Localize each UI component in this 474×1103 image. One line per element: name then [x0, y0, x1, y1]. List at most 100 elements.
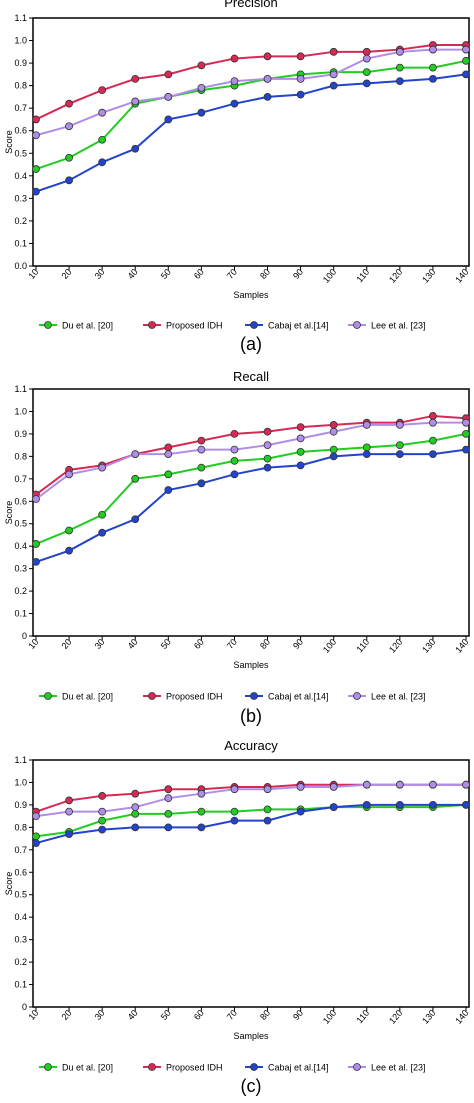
- legend-label: Du et al. [20]: [62, 1063, 113, 1073]
- data-point: [65, 796, 73, 805]
- data-point: [98, 807, 107, 816]
- x-tick-label: 10: [26, 637, 40, 651]
- legend-marker: [148, 1063, 156, 1071]
- x-tick-label: 80: [258, 267, 272, 281]
- data-point: [32, 131, 40, 140]
- y-tick-label: 1.1: [14, 755, 27, 765]
- chart-panel-3: Accuracy 0 0.1 0.2 0.3 0.4 0.5 0.6 0.7 0.8 0.9 1.0 1…: [4, 738, 471, 1096]
- y-tick-label: 0.3: [14, 935, 27, 945]
- x-tick-label: 90: [291, 637, 305, 651]
- x-tick-label: 20: [60, 267, 74, 281]
- data-point: [296, 90, 305, 99]
- data-point: [462, 70, 470, 79]
- data-point: [429, 801, 437, 809]
- series-2: [32, 41, 470, 124]
- data-point: [197, 807, 206, 816]
- data-point: [462, 45, 470, 54]
- data-point: [32, 115, 40, 124]
- series-4: [32, 45, 470, 140]
- data-point: [197, 436, 206, 445]
- data-point: [263, 805, 272, 814]
- data-point: [65, 122, 73, 131]
- x-tick-label: 100: [321, 637, 338, 655]
- x-tick-label: 90: [291, 1008, 305, 1022]
- legend-label: Proposed IDH: [166, 321, 223, 331]
- legend-label: Proposed IDH: [166, 1063, 223, 1073]
- y-tick-label: 0.9: [14, 800, 27, 810]
- x-tick-label: 120: [387, 1008, 404, 1026]
- data-point: [462, 418, 470, 427]
- data-point: [329, 81, 338, 90]
- x-tick-label: 50: [159, 637, 173, 651]
- data-point: [362, 450, 371, 459]
- data-point: [296, 423, 305, 432]
- series-1: [32, 430, 470, 548]
- x-tick-label: 40: [126, 267, 140, 281]
- x-axis-label: Samples: [233, 290, 269, 300]
- data-point: [395, 47, 404, 56]
- x-tick-label: 70: [225, 267, 239, 281]
- y-tick-label: 0.6: [14, 126, 27, 136]
- y-tick-label: 1.0: [14, 406, 27, 416]
- legend-label: Lee et al. [23]: [371, 692, 426, 702]
- series-3: [32, 445, 470, 566]
- x-tick-label: 80: [258, 1008, 272, 1022]
- series-line: [35, 48, 466, 137]
- y-tick-label: 0.7: [14, 474, 27, 484]
- legend-label: Proposed IDH: [166, 692, 223, 702]
- y-tick-label: 0.6: [14, 867, 27, 877]
- plot-area: [32, 17, 470, 267]
- data-point: [429, 436, 437, 445]
- data-point: [296, 461, 305, 470]
- legend-marker: [148, 321, 156, 329]
- data-point: [164, 809, 173, 818]
- data-point: [296, 447, 305, 456]
- data-point: [230, 456, 239, 465]
- data-point: [263, 93, 272, 101]
- x-tick-label: 140: [453, 637, 470, 655]
- legend: Du et al. [20] Proposed IDH Cabaj et al.[1…: [39, 321, 426, 331]
- y-tick-label: 1.1: [14, 13, 27, 23]
- data-point: [131, 97, 140, 106]
- y-tick-label: 0.5: [14, 148, 27, 158]
- y-tick-label: 0.3: [14, 193, 27, 203]
- data-point: [98, 792, 107, 800]
- data-point: [329, 445, 338, 454]
- data-point: [362, 443, 371, 452]
- data-point: [296, 807, 305, 816]
- legend-label: Cabaj et al.[14]: [268, 1063, 329, 1073]
- data-point: [131, 74, 140, 83]
- data-point: [429, 412, 437, 420]
- legend-marker: [44, 692, 52, 700]
- series-line: [35, 44, 466, 121]
- x-tick-label: 130: [420, 267, 437, 285]
- x-tick-label: 110: [354, 267, 371, 284]
- data-point: [131, 803, 140, 812]
- data-point: [362, 68, 371, 77]
- series-line: [35, 803, 466, 845]
- x-tick-label: 120: [387, 637, 404, 655]
- data-point: [197, 445, 206, 454]
- data-point: [197, 823, 206, 832]
- data-point: [230, 445, 239, 454]
- legend-label: Lee et al. [23]: [371, 1063, 426, 1073]
- data-point: [362, 801, 371, 809]
- data-point: [429, 450, 437, 459]
- data-point: [65, 153, 73, 162]
- data-point: [263, 454, 272, 463]
- x-tick-label: 140: [453, 1008, 470, 1026]
- data-point: [329, 421, 338, 429]
- data-point: [32, 540, 40, 548]
- y-tick-label: 0.1: [14, 980, 27, 990]
- x-tick-label: 90: [291, 267, 305, 281]
- data-point: [164, 70, 173, 79]
- data-point: [462, 801, 470, 809]
- legend-marker: [353, 321, 361, 329]
- x-tick-label: 100: [321, 267, 338, 285]
- x-tick-label: 80: [258, 637, 272, 651]
- data-point: [65, 807, 73, 816]
- y-tick-label: 0.6: [14, 496, 27, 506]
- data-point: [395, 77, 404, 86]
- legend-marker: [353, 1063, 361, 1071]
- panel-label: (b): [240, 706, 262, 726]
